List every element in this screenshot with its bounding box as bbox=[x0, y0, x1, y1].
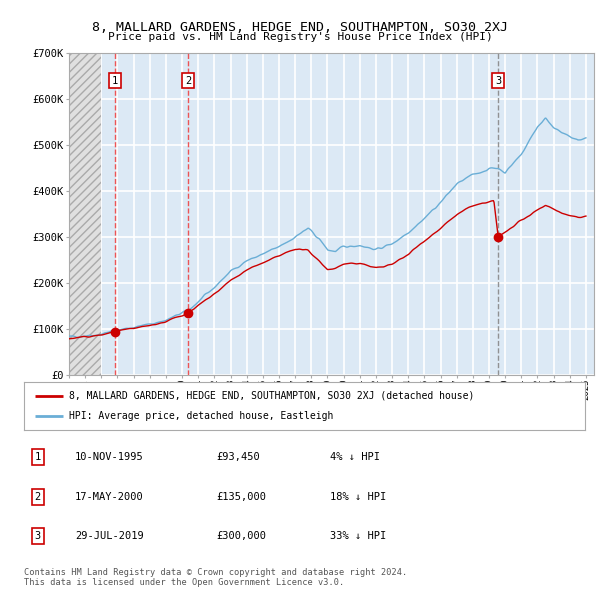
Text: Price paid vs. HM Land Registry's House Price Index (HPI): Price paid vs. HM Land Registry's House … bbox=[107, 32, 493, 42]
Text: Contains HM Land Registry data © Crown copyright and database right 2024.
This d: Contains HM Land Registry data © Crown c… bbox=[24, 568, 407, 587]
Text: 2: 2 bbox=[35, 492, 41, 502]
Text: 18% ↓ HPI: 18% ↓ HPI bbox=[330, 492, 386, 502]
Text: 4% ↓ HPI: 4% ↓ HPI bbox=[330, 453, 380, 462]
Text: 1: 1 bbox=[35, 453, 41, 462]
Text: 1: 1 bbox=[112, 76, 118, 86]
Text: 8, MALLARD GARDENS, HEDGE END, SOUTHAMPTON, SO30 2XJ: 8, MALLARD GARDENS, HEDGE END, SOUTHAMPT… bbox=[92, 21, 508, 34]
Text: £300,000: £300,000 bbox=[216, 531, 266, 540]
Text: 3: 3 bbox=[35, 531, 41, 540]
Text: HPI: Average price, detached house, Eastleigh: HPI: Average price, detached house, East… bbox=[69, 411, 333, 421]
Text: 8, MALLARD GARDENS, HEDGE END, SOUTHAMPTON, SO30 2XJ (detached house): 8, MALLARD GARDENS, HEDGE END, SOUTHAMPT… bbox=[69, 391, 474, 401]
Text: 29-JUL-2019: 29-JUL-2019 bbox=[75, 531, 144, 540]
Bar bbox=[69, 53, 101, 375]
Text: £93,450: £93,450 bbox=[216, 453, 260, 462]
Text: 10-NOV-1995: 10-NOV-1995 bbox=[75, 453, 144, 462]
Text: 3: 3 bbox=[495, 76, 502, 86]
Text: 2: 2 bbox=[185, 76, 191, 86]
Text: 33% ↓ HPI: 33% ↓ HPI bbox=[330, 531, 386, 540]
Text: 17-MAY-2000: 17-MAY-2000 bbox=[75, 492, 144, 502]
Text: £135,000: £135,000 bbox=[216, 492, 266, 502]
